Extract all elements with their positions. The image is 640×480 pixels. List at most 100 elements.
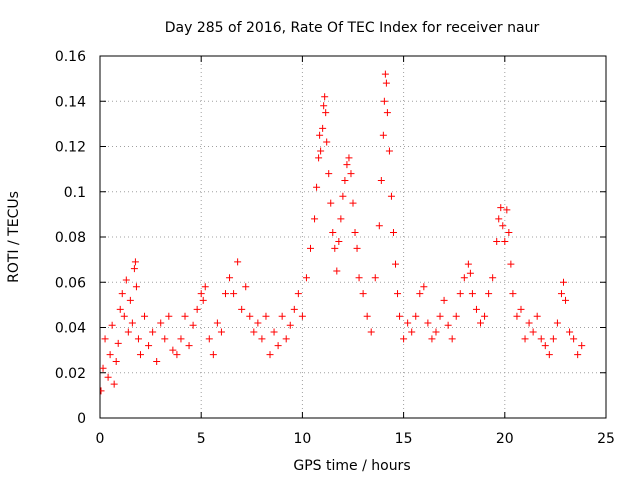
x-tick-label: 5 — [197, 431, 206, 447]
data-point — [507, 260, 515, 268]
data-point — [317, 147, 325, 155]
x-tick-label: 20 — [496, 431, 514, 447]
x-tick-label: 10 — [293, 431, 311, 447]
data-point — [392, 260, 400, 268]
data-point — [234, 258, 242, 266]
data-point — [112, 357, 120, 365]
data-point — [477, 319, 485, 327]
data-point — [323, 138, 331, 146]
data-point — [322, 109, 330, 117]
data-point — [319, 124, 327, 132]
data-point — [337, 215, 345, 223]
chart-title: Day 285 of 2016, Rate Of TEC Index for r… — [165, 20, 540, 36]
data-point — [408, 328, 416, 336]
data-point — [141, 312, 149, 320]
data-point — [161, 335, 169, 343]
data-point — [306, 244, 314, 252]
x-axis-tick-labels: 0 5 10 15 20 25 — [96, 431, 615, 447]
data-point — [333, 267, 341, 275]
data-point — [294, 290, 302, 298]
data-point — [153, 357, 161, 365]
data-point — [355, 274, 363, 282]
data-point — [481, 312, 489, 320]
data-point — [213, 319, 221, 327]
data-point — [201, 283, 209, 291]
data-point — [205, 335, 213, 343]
data-point — [313, 183, 321, 191]
data-point — [347, 170, 355, 178]
y-tick-label: 0.02 — [55, 366, 86, 382]
data-point — [549, 335, 557, 343]
y-tick-label: 0.12 — [55, 140, 86, 156]
data-point — [553, 319, 561, 327]
x-tick-label: 25 — [597, 431, 615, 447]
data-point — [199, 296, 207, 304]
data-point — [290, 305, 298, 313]
data-point — [262, 312, 270, 320]
data-point — [316, 131, 324, 139]
data-point — [503, 206, 511, 214]
data-point — [343, 161, 351, 169]
data-point — [286, 321, 294, 329]
data-point — [282, 335, 290, 343]
data-point — [541, 342, 549, 350]
data-point — [440, 296, 448, 304]
data-point — [320, 102, 328, 110]
data-point — [578, 342, 586, 350]
data-point — [367, 328, 375, 336]
data-point — [375, 222, 383, 230]
data-point — [230, 290, 238, 298]
data-point — [448, 335, 456, 343]
data-point — [278, 312, 286, 320]
data-point — [394, 290, 402, 298]
axis-ticks — [99, 55, 607, 419]
data-point — [464, 260, 472, 268]
data-point — [221, 290, 229, 298]
data-point — [106, 351, 114, 359]
data-point — [499, 222, 507, 230]
data-point — [298, 312, 306, 320]
data-point — [130, 265, 138, 273]
data-point — [100, 387, 105, 395]
data-point — [404, 319, 412, 327]
data-point — [226, 274, 234, 282]
data-point — [529, 328, 537, 336]
data-point — [128, 319, 136, 327]
data-point — [533, 312, 541, 320]
data-point — [383, 109, 391, 117]
data-point — [238, 305, 246, 313]
data-point — [101, 335, 109, 343]
data-point — [517, 305, 525, 313]
data-point — [116, 305, 124, 313]
roti-data-points — [100, 70, 586, 395]
data-point — [327, 199, 335, 207]
data-point — [468, 290, 476, 298]
data-point — [193, 305, 201, 313]
data-point — [149, 328, 157, 336]
y-axis-tick-labels: 0 0.02 0.04 0.06 0.08 0.1 0.12 0.14 0.16 — [55, 49, 86, 427]
data-point — [501, 238, 509, 246]
data-point — [566, 328, 574, 336]
data-point — [424, 319, 432, 327]
data-point — [485, 290, 493, 298]
data-point — [131, 258, 139, 266]
data-point — [242, 283, 250, 291]
data-point — [246, 312, 254, 320]
data-point — [537, 335, 545, 343]
data-point — [122, 276, 130, 284]
data-point — [126, 296, 134, 304]
data-point — [452, 312, 460, 320]
data-point — [389, 228, 397, 236]
data-point — [169, 346, 177, 354]
data-point — [521, 335, 529, 343]
data-point — [545, 351, 553, 359]
data-point — [100, 364, 107, 372]
data-point — [157, 319, 165, 327]
y-tick-label: 0.08 — [55, 230, 86, 246]
data-point — [339, 192, 347, 200]
data-point — [335, 238, 343, 246]
data-point — [428, 335, 436, 343]
y-tick-label: 0.04 — [55, 321, 86, 337]
grid-lines — [100, 56, 606, 418]
